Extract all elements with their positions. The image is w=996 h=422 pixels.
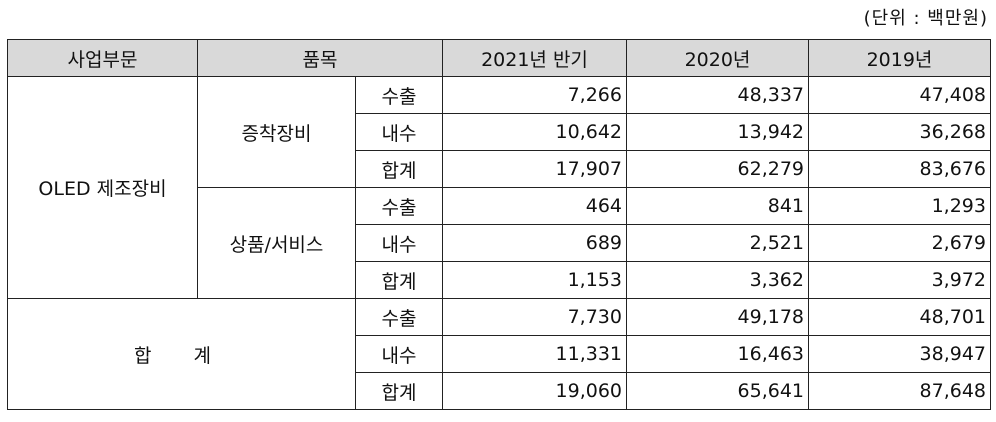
- value-2019: 87,648: [808, 372, 991, 410]
- segment-total: 합 계: [7, 298, 356, 410]
- header-row: 사업부문 품목 2021년 반기 2020년 2019년: [7, 39, 991, 77]
- value-2019: 1,293: [808, 187, 991, 225]
- table-row: 내수 11,331 16,463 38,947: [8, 335, 991, 373]
- segment-oled: OLED 제조장비: [7, 76, 198, 299]
- header-segment: 사업부문: [7, 39, 198, 77]
- group-name: 증착장비: [197, 76, 356, 188]
- value-2019: 2,679: [808, 224, 991, 262]
- table-row: OLED 제조장비 증착장비 수출 7,266 48,337 47,408: [7, 76, 991, 299]
- table-row: 합계 1,153 3,362 3,972: [8, 261, 991, 299]
- row-type: 수출: [355, 76, 443, 114]
- group-name: 상품/서비스: [197, 187, 356, 299]
- table-row: 합 계 수출 7,730 49,178 48,701: [7, 298, 991, 410]
- value-2020: 48,337: [626, 76, 809, 114]
- value-2021h1: 464: [442, 187, 627, 225]
- table-row: 합계 17,907 62,279 83,676: [8, 150, 991, 188]
- row-type: 합계: [355, 372, 443, 410]
- value-2020: 841: [626, 187, 809, 225]
- table-row: 내수 689 2,521 2,679: [8, 224, 991, 262]
- row-type: 수출: [355, 187, 443, 225]
- value-2021h1: 1,153: [442, 261, 627, 299]
- value-2020: 65,641: [626, 372, 809, 410]
- value-2021h1: 7,730: [442, 298, 627, 336]
- header-2020: 2020년: [626, 39, 809, 77]
- sales-table: 사업부문 품목 2021년 반기 2020년 2019년 OLED 제조장비 증…: [7, 39, 991, 410]
- value-2020: 62,279: [626, 150, 809, 188]
- table-row: 상품/서비스 수출 464 841 1,293: [8, 187, 991, 299]
- value-2020: 13,942: [626, 113, 809, 151]
- row-type: 내수: [355, 335, 443, 373]
- value-2021h1: 19,060: [442, 372, 627, 410]
- value-2020: 49,178: [626, 298, 809, 336]
- value-2021h1: 7,266: [442, 76, 627, 114]
- value-2019: 48,701: [808, 298, 991, 336]
- value-2019: 36,268: [808, 113, 991, 151]
- value-2021h1: 11,331: [442, 335, 627, 373]
- value-2021h1: 17,907: [442, 150, 627, 188]
- table-row: 내수 10,642 13,942 36,268: [8, 113, 991, 151]
- value-2021h1: 10,642: [442, 113, 627, 151]
- value-2020: 2,521: [626, 224, 809, 262]
- row-type: 내수: [355, 224, 443, 262]
- row-type: 내수: [355, 113, 443, 151]
- value-2020: 3,362: [626, 261, 809, 299]
- value-2020: 16,463: [626, 335, 809, 373]
- header-2021h1: 2021년 반기: [442, 39, 627, 77]
- header-2019: 2019년: [808, 39, 991, 77]
- value-2019: 38,947: [808, 335, 991, 373]
- value-2019: 47,408: [808, 76, 991, 114]
- row-type: 수출: [355, 298, 443, 336]
- value-2019: 83,676: [808, 150, 991, 188]
- table-row: 합계 19,060 65,641 87,648: [8, 372, 991, 410]
- value-2021h1: 689: [442, 224, 627, 262]
- row-type: 합계: [355, 150, 443, 188]
- unit-label: (단위 : 백만원): [863, 8, 988, 29]
- header-item: 품목: [197, 39, 443, 77]
- value-2019: 3,972: [808, 261, 991, 299]
- row-type: 합계: [355, 261, 443, 299]
